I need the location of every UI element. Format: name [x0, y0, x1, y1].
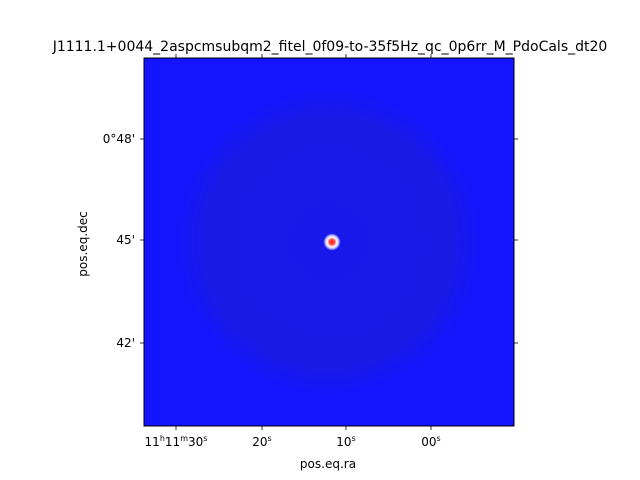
plot-frame — [143, 57, 515, 427]
y-tick-label: 45' — [116, 233, 135, 247]
x-tick-label: 10s — [336, 434, 355, 449]
image-panel — [144, 58, 514, 426]
y-tick-label: 42' — [116, 336, 135, 350]
point-source — [323, 233, 341, 251]
x-tick-label: 00s — [421, 434, 440, 449]
y-tick-label: 0°48' — [103, 132, 135, 146]
y-axis-label: pos.eq.dec — [76, 211, 90, 276]
x-tick-label: 11h11m30s — [145, 434, 208, 449]
x-tick-label: 20s — [252, 434, 271, 449]
x-axis — [175, 54, 432, 430]
x-axis-label: pos.eq.ra — [300, 457, 356, 471]
chart-title: J1111.1+0044_2aspcmsubqm2_fitel_0f09-to-… — [52, 39, 608, 55]
y-axis — [140, 138, 518, 344]
